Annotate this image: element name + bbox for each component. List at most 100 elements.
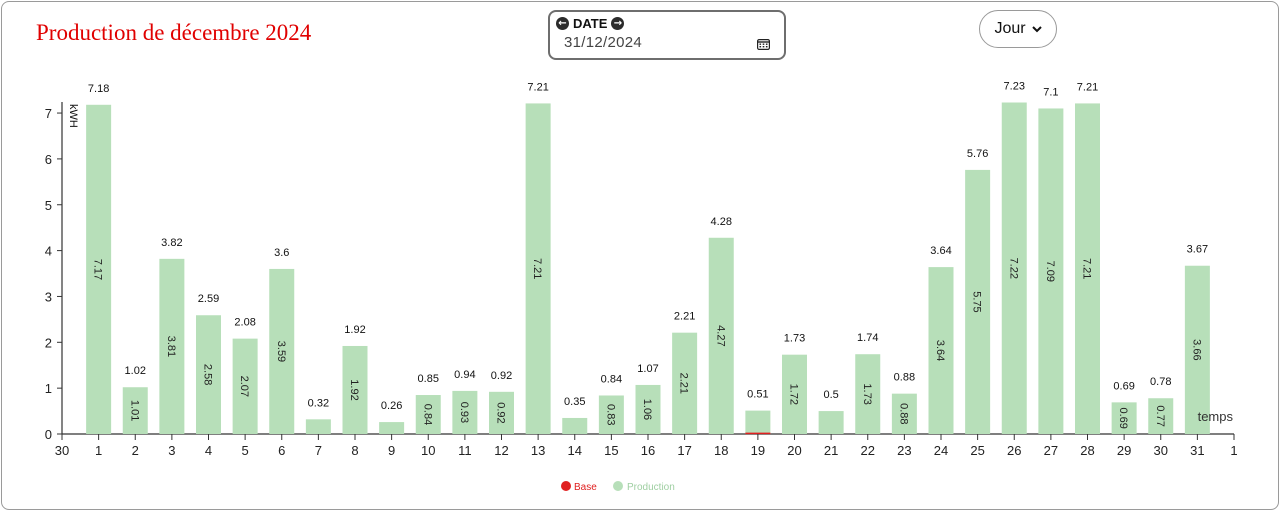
x-tick-label: 30	[1154, 443, 1168, 458]
bar-inner-label: 7.22	[1007, 258, 1019, 279]
bar-value-label: 3.82	[161, 237, 182, 249]
bar-value-label: 7.21	[527, 81, 548, 93]
x-tick-label: 29	[1117, 443, 1131, 458]
bar-inner-label: 7.21	[1081, 258, 1093, 279]
x-tick-label: 4	[205, 443, 212, 458]
bar-value-label: 0.92	[491, 370, 512, 382]
date-picker[interactable]: ← DATE → 31/12/2024	[548, 10, 786, 60]
production-bar	[1184, 265, 1210, 434]
bar-inner-label: 1.73	[861, 383, 873, 404]
x-tick-label: 7	[315, 443, 322, 458]
calendar-icon[interactable]	[757, 38, 770, 50]
x-tick-label: 13	[531, 443, 545, 458]
production-bar	[269, 268, 295, 434]
bar-inner-label: 2.21	[678, 373, 690, 394]
bar-value-label: 3.64	[930, 245, 951, 257]
x-tick-label: 28	[1080, 443, 1094, 458]
y-tick-label: 7	[45, 106, 52, 121]
next-day-icon[interactable]: →	[611, 16, 625, 30]
bar-inner-label: 0.93	[458, 402, 470, 423]
previous-day-icon[interactable]: ←	[556, 16, 569, 30]
production-bar	[745, 410, 771, 434]
x-tick-label: 9	[388, 443, 395, 458]
x-tick-label: 12	[494, 443, 508, 458]
y-tick-label: 5	[45, 198, 52, 213]
bar-inner-label: 0.92	[495, 402, 507, 423]
production-bar	[562, 417, 588, 434]
x-tick-label: 24	[934, 443, 948, 458]
y-tick-label: 3	[45, 289, 52, 304]
bar-value-label: 1.74	[857, 332, 878, 344]
bar-value-label: 1.92	[344, 324, 365, 336]
bar-inner-label: 7.09	[1044, 261, 1056, 282]
production-bar	[891, 393, 917, 434]
y-tick-label: 6	[45, 152, 52, 167]
bar-inner-label: 3.59	[275, 341, 287, 362]
period-select-value: Jour	[994, 20, 1026, 37]
bar-value-label: 0.69	[1113, 380, 1134, 392]
production-bar	[818, 411, 844, 434]
x-tick-label: 11	[458, 443, 472, 458]
bar-value-label: 3.67	[1187, 244, 1208, 256]
production-bar	[196, 315, 221, 434]
production-bar	[598, 395, 624, 434]
x-tick-label: 17	[677, 443, 691, 458]
bar-inner-label: 1.06	[641, 399, 653, 420]
production-bar	[342, 345, 368, 434]
production-bar	[452, 390, 478, 434]
y-tick-label: 1	[45, 381, 52, 396]
bar-inner-label: 2.07	[238, 376, 250, 397]
production-bar	[672, 332, 698, 434]
x-tick-label: 2	[132, 443, 139, 458]
legend-base-marker	[561, 481, 571, 491]
bar-value-label: 7.23	[1004, 81, 1025, 93]
production-bar	[415, 395, 441, 434]
bar-inner-label: 1.01	[128, 400, 140, 421]
date-header: ← DATE →	[556, 14, 625, 32]
y-tick-label: 0	[45, 427, 52, 442]
bar-value-label: 7.18	[88, 83, 109, 95]
bar-inner-label: 5.75	[971, 291, 983, 312]
x-tick-label: 16	[641, 443, 655, 458]
bar-value-label: 2.21	[674, 311, 695, 323]
bar-inner-label: 0.88	[897, 403, 909, 424]
x-tick-label: 6	[278, 443, 285, 458]
page-title: Production de décembre 2024	[36, 20, 312, 45]
x-tick-label: 14	[568, 443, 582, 458]
production-bar	[782, 354, 807, 434]
x-tick-label: 5	[242, 443, 249, 458]
bar-value-label: 2.59	[198, 293, 219, 305]
bar-inner-label: 1.92	[348, 379, 360, 400]
x-tick-label: 21	[824, 443, 838, 458]
bar-inner-label: 3.81	[165, 336, 177, 357]
production-bar	[232, 338, 258, 434]
date-input[interactable]: 31/12/2024	[564, 34, 643, 51]
production-bar	[928, 267, 954, 434]
bar-value-label: 0.5	[823, 389, 838, 401]
bar-inner-label: 1.72	[788, 384, 800, 405]
bar-value-label: 0.88	[894, 372, 915, 384]
bar-value-label: 1.73	[784, 333, 805, 345]
x-tick-label: 19	[751, 443, 765, 458]
x-tick-label: 15	[604, 443, 618, 458]
x-axis-label: temps	[1198, 409, 1234, 424]
bar-inner-label: 0.83	[604, 404, 616, 425]
production-bar	[1075, 103, 1100, 434]
x-tick-label: 30	[55, 443, 69, 458]
production-bar	[489, 391, 514, 434]
bar-inner-label: 0.84	[421, 404, 433, 425]
bar-value-label: 3.6	[274, 247, 289, 259]
x-tick-label: 25	[970, 443, 984, 458]
production-bar	[525, 103, 551, 434]
legend-base-label: Base	[574, 482, 597, 493]
period-select[interactable]: Jour	[979, 10, 1057, 48]
bar-value-label: 1.02	[125, 365, 146, 377]
x-tick-label: 3	[168, 443, 175, 458]
bar-value-label: 1.07	[637, 363, 658, 375]
bar-value-label: 0.51	[747, 389, 768, 401]
bar-inner-label: 0.77	[1154, 405, 1166, 426]
production-bar	[965, 169, 991, 435]
production-bar	[708, 237, 734, 434]
bar-value-label: 5.76	[967, 148, 988, 160]
